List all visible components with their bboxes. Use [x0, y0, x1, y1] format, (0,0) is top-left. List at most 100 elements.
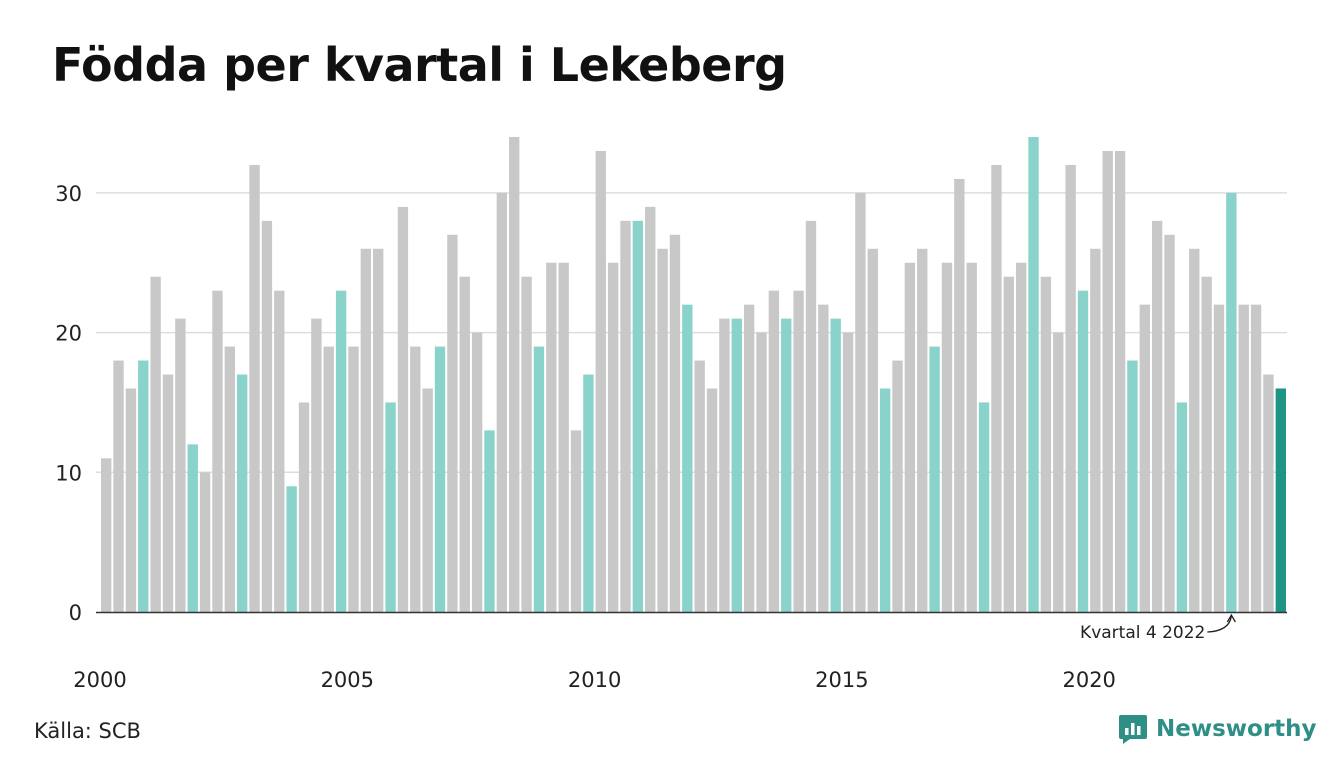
bar	[1090, 248, 1101, 612]
bar	[793, 290, 804, 612]
bar	[1065, 164, 1076, 612]
bar	[966, 262, 977, 612]
bar	[731, 318, 742, 612]
bar	[1053, 332, 1064, 612]
brand-logo: Newsworthy	[1118, 713, 1317, 745]
bar	[1164, 234, 1175, 612]
y-tick-label: 0	[69, 601, 82, 625]
bar	[1176, 402, 1188, 612]
bar	[583, 374, 594, 612]
bar	[1213, 304, 1225, 612]
bar	[150, 276, 161, 612]
y-tick-label: 20	[55, 322, 82, 346]
bar	[830, 318, 841, 612]
bar	[1040, 276, 1052, 612]
bar	[917, 248, 928, 612]
bar	[892, 360, 903, 612]
bar	[274, 290, 285, 612]
bar	[199, 472, 211, 612]
x-tick-label: 2015	[815, 668, 868, 692]
bar	[1263, 374, 1274, 612]
bar	[1114, 150, 1126, 613]
bar	[162, 374, 174, 612]
bar	[125, 388, 137, 612]
source-label: Källa: SCB	[34, 719, 141, 743]
newsworthy-logo-icon	[1119, 715, 1147, 744]
bar	[1189, 248, 1200, 612]
bar	[954, 178, 965, 612]
bar	[1139, 304, 1150, 612]
bar	[459, 276, 470, 612]
bar	[422, 388, 433, 612]
bar	[113, 360, 124, 612]
bars	[101, 137, 1286, 613]
bar	[471, 332, 483, 612]
bar	[138, 360, 149, 612]
bar	[212, 290, 223, 612]
bar	[620, 220, 631, 612]
bar	[1275, 388, 1286, 612]
bar	[101, 458, 112, 612]
bar	[1151, 220, 1163, 612]
bar	[1003, 276, 1014, 612]
bar	[558, 262, 569, 612]
bar	[373, 248, 384, 612]
x-tick-label: 2005	[321, 668, 374, 692]
annotation-arrow	[1207, 613, 1236, 633]
bar	[1028, 137, 1039, 612]
bar	[669, 234, 681, 612]
bar	[719, 318, 730, 612]
bar	[842, 332, 854, 612]
bar	[447, 234, 458, 612]
bar	[1238, 304, 1249, 612]
bar	[348, 346, 359, 612]
bar	[682, 304, 693, 612]
bar	[657, 248, 668, 612]
x-tick-label: 2020	[1062, 668, 1115, 692]
bar	[818, 304, 829, 612]
bar	[570, 430, 582, 612]
bar	[706, 388, 718, 612]
bar	[941, 262, 953, 612]
bar	[237, 374, 248, 612]
bar	[546, 262, 557, 612]
bar	[1015, 262, 1027, 612]
bar	[632, 220, 644, 612]
bar	[1077, 290, 1089, 612]
bar	[855, 192, 866, 612]
bar	[768, 290, 780, 612]
bar	[335, 290, 347, 612]
bar	[261, 220, 273, 612]
bar	[509, 137, 520, 612]
bar	[867, 248, 878, 612]
bar	[1127, 360, 1138, 612]
bar	[645, 206, 656, 612]
brand-name: Newsworthy	[1156, 716, 1317, 742]
bar	[298, 402, 310, 612]
bar	[595, 150, 606, 613]
bar	[929, 346, 940, 612]
bar	[694, 360, 705, 612]
bar-chart: 0 10 20 30 2000 2005 2010 2015 2020 Kvartal 4 2…	[55, 137, 1287, 692]
bar	[175, 318, 186, 612]
bar	[397, 206, 409, 612]
y-axis-labels: 0 10 20 30	[55, 182, 82, 625]
bar	[1250, 304, 1262, 612]
annotation-label: Kvartal 4 2022	[1080, 623, 1205, 643]
bar	[781, 318, 792, 612]
y-tick-label: 10	[55, 461, 82, 485]
x-tick-label: 2000	[73, 668, 126, 692]
bar	[410, 346, 421, 612]
bar	[607, 262, 619, 612]
bar	[978, 402, 990, 612]
bar	[434, 346, 446, 612]
bar	[991, 164, 1002, 612]
y-tick-label: 30	[55, 182, 82, 206]
x-tick-label: 2010	[568, 668, 621, 692]
bar	[496, 192, 508, 612]
bar	[1226, 192, 1237, 612]
bar	[360, 248, 372, 612]
bar	[484, 430, 495, 612]
bar	[187, 444, 198, 612]
bar	[224, 346, 236, 612]
